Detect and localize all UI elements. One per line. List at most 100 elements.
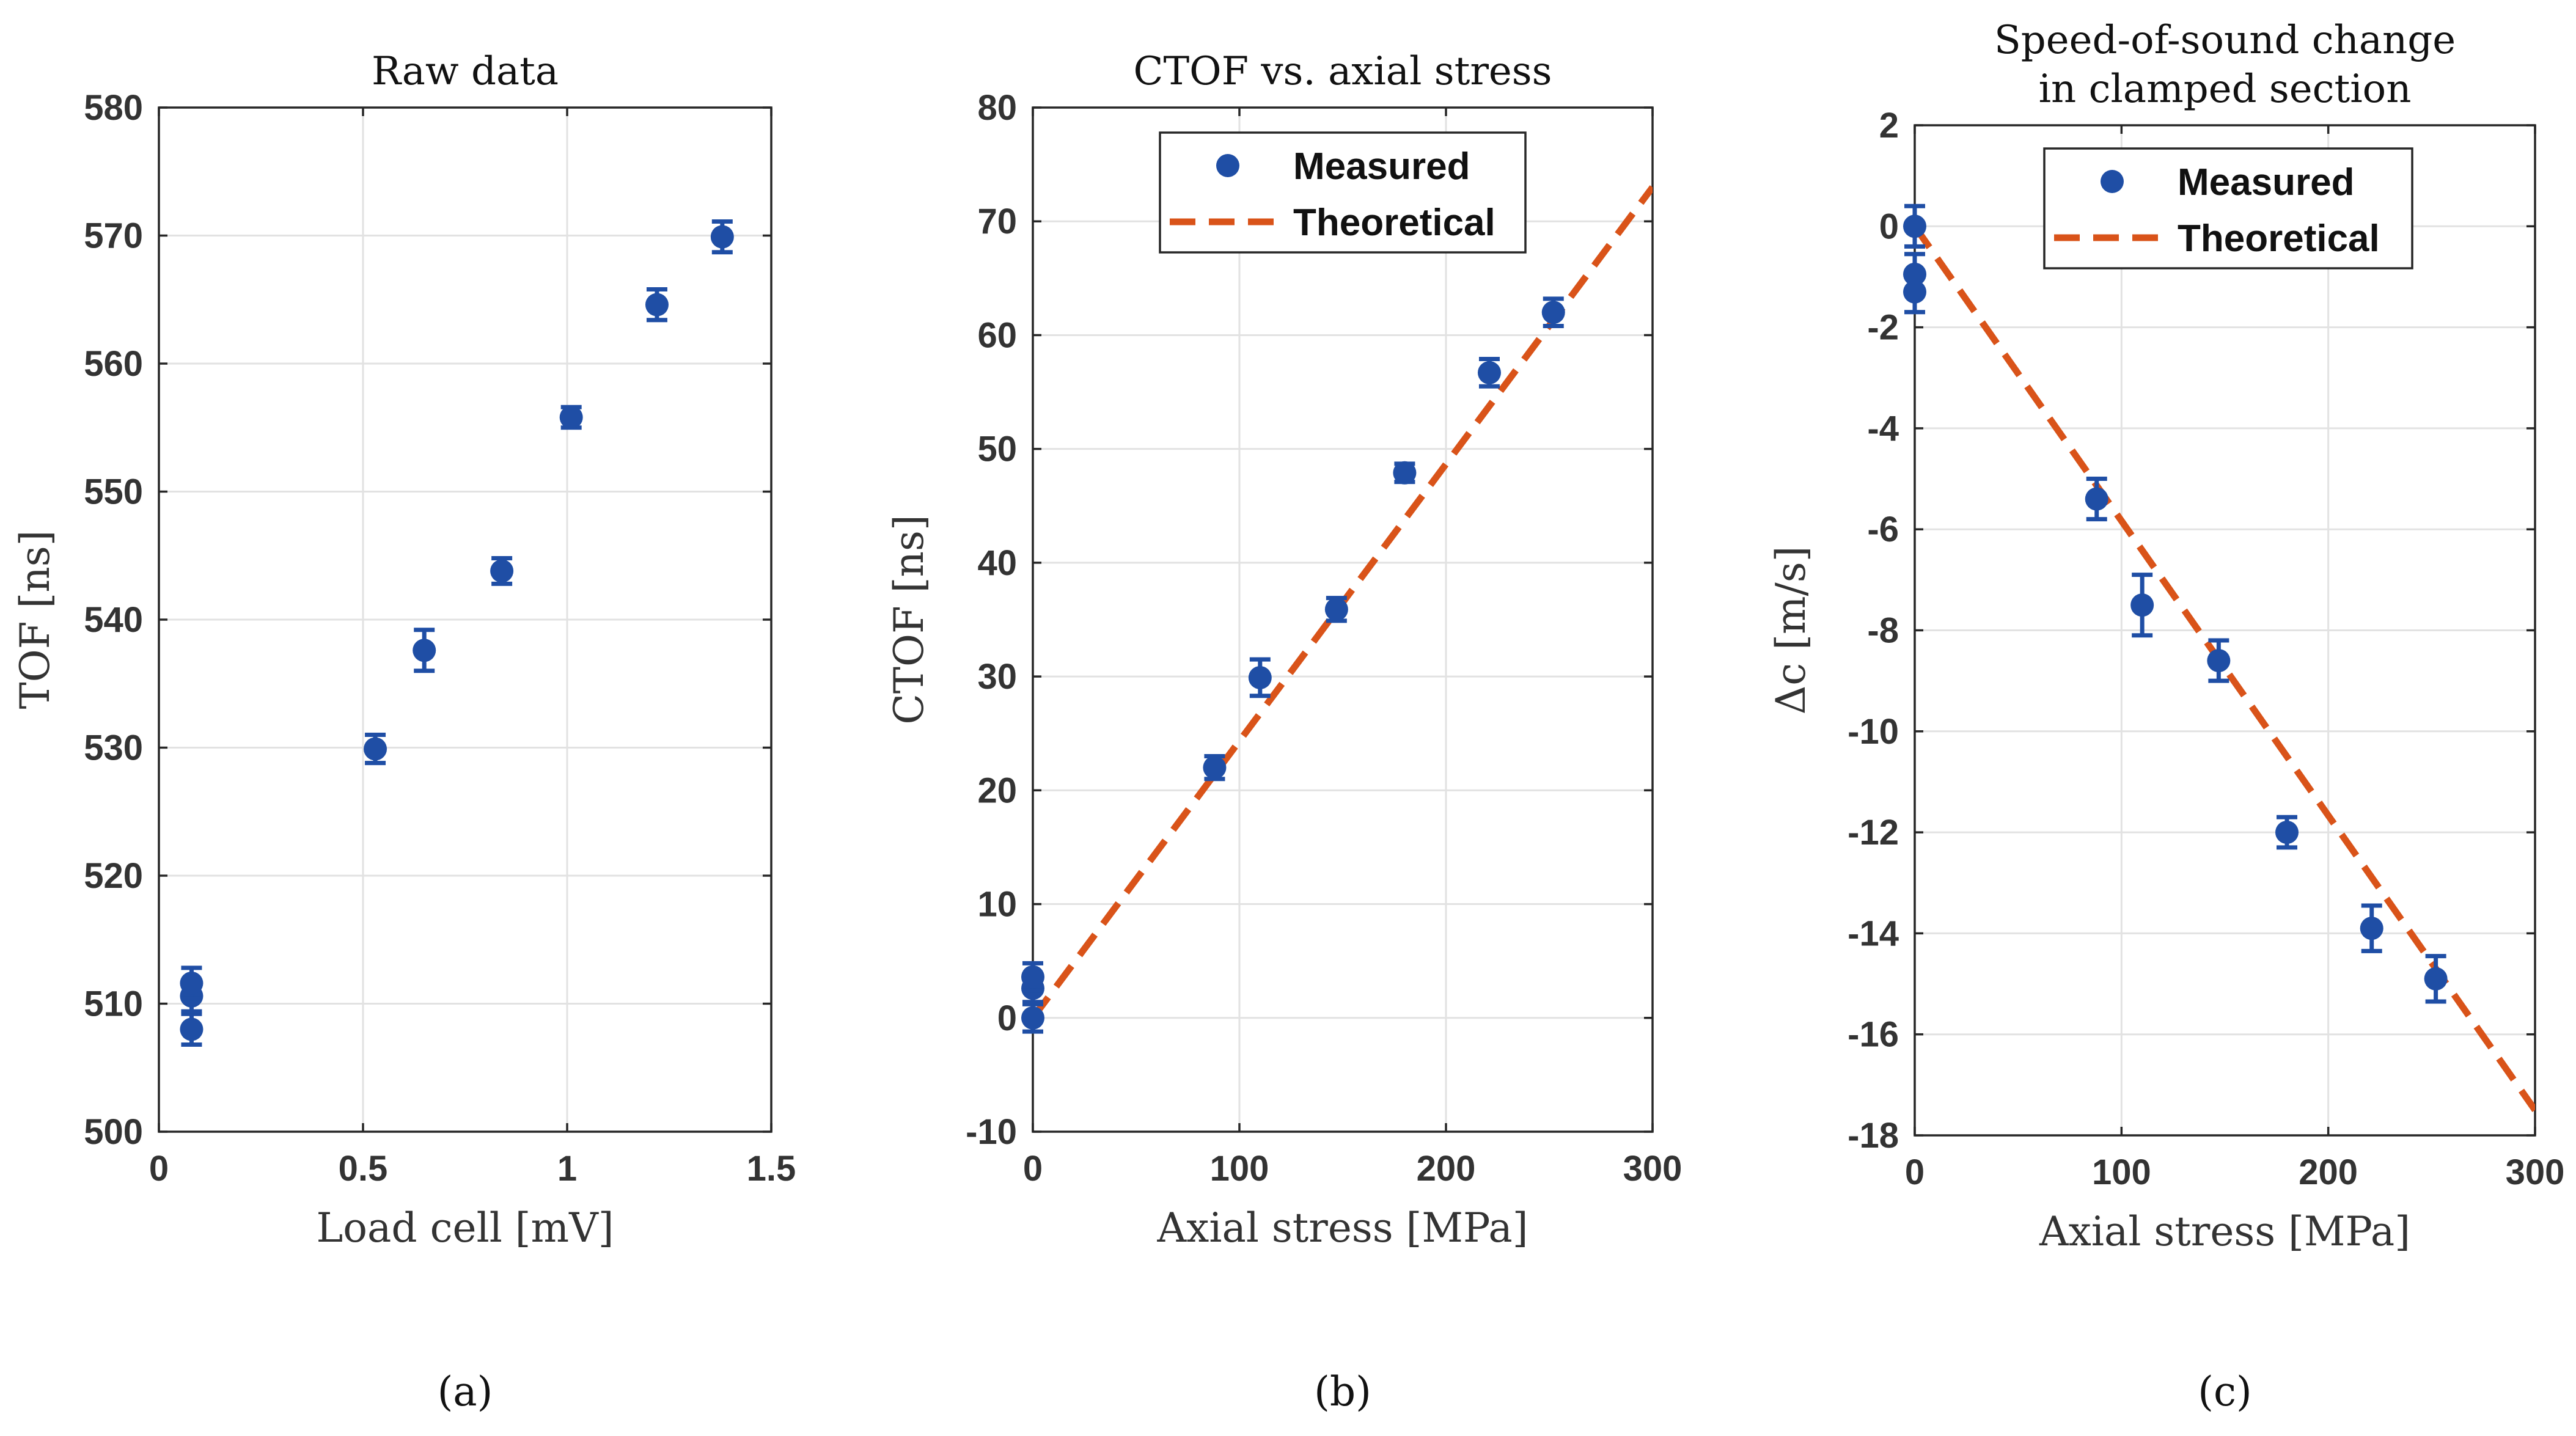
x-tick-label: 0 bbox=[1905, 1152, 1925, 1192]
data-point-group bbox=[2360, 903, 2383, 953]
legend-label: Measured bbox=[2178, 161, 2354, 203]
panel-label: (a) bbox=[438, 1368, 493, 1415]
data-point-group bbox=[490, 555, 514, 586]
data-point bbox=[490, 559, 514, 583]
data-point-group bbox=[180, 965, 204, 1001]
y-tick-label: 70 bbox=[977, 202, 1017, 241]
data-point-group bbox=[364, 733, 387, 766]
data-point bbox=[413, 639, 436, 662]
x-tick-label: 100 bbox=[1210, 1149, 1269, 1189]
y-tick-label: 80 bbox=[977, 88, 1017, 128]
data-point bbox=[2360, 917, 2383, 940]
data-point-group bbox=[710, 219, 734, 255]
data-point-group bbox=[1021, 1002, 1044, 1034]
data-point bbox=[1393, 461, 1417, 485]
chart-panel-c: 0 100 200 300 -18 -16 -14 -12 -10 -8 -6 -4 -2 0 2 Axial… bbox=[1767, 18, 2564, 1415]
chart-panel-a: 0 0.5 1 1.5 500 510 520 530 540 550 560 570 580 Load … bbox=[12, 49, 796, 1415]
y-tick-label: -16 bbox=[1848, 1015, 1899, 1055]
data-point bbox=[180, 971, 204, 995]
y-tick-label: 60 bbox=[977, 315, 1017, 355]
data-point-group bbox=[1477, 357, 1501, 389]
x-tick-label: 100 bbox=[2092, 1152, 2151, 1192]
y-tick-label: 40 bbox=[977, 543, 1017, 583]
legend-box bbox=[1159, 131, 1527, 254]
y-axis-title: TOF [ns] bbox=[12, 530, 59, 709]
data-point-group bbox=[2275, 815, 2299, 850]
data-point bbox=[180, 1017, 204, 1041]
x-axis-title: Axial stress [MPa] bbox=[2039, 1208, 2410, 1255]
data-point bbox=[559, 405, 583, 429]
data-point bbox=[1021, 965, 1044, 989]
y-tick-label: -12 bbox=[1848, 813, 1899, 852]
data-point bbox=[1203, 756, 1227, 780]
data-point-group bbox=[1903, 203, 1926, 249]
y-tick-label: -10 bbox=[1848, 712, 1899, 752]
y-tick-label: 500 bbox=[84, 1112, 143, 1152]
data-point-group bbox=[1248, 657, 1272, 698]
data-point bbox=[1541, 301, 1565, 324]
panel-label: (b) bbox=[1314, 1368, 1371, 1415]
data-point-group bbox=[2424, 954, 2448, 1004]
legend-marker-swatch bbox=[2101, 170, 2124, 193]
x-tick-label: 300 bbox=[1623, 1149, 1682, 1189]
legend-marker-swatch bbox=[1216, 154, 1239, 177]
y-tick-label: 50 bbox=[977, 430, 1017, 469]
data-point-group bbox=[1393, 461, 1417, 485]
y-tick-label: 520 bbox=[84, 856, 143, 896]
y-tick-label: -8 bbox=[1867, 611, 1899, 651]
data-point bbox=[364, 737, 387, 761]
x-tick-label: 200 bbox=[2299, 1152, 2358, 1192]
x-tick-label: 0 bbox=[1023, 1149, 1043, 1189]
data-point bbox=[2424, 967, 2448, 991]
x-tick-label: 200 bbox=[1417, 1149, 1476, 1189]
panel-label: (c) bbox=[2198, 1368, 2251, 1415]
y-tick-label: -2 bbox=[1867, 308, 1899, 348]
data-point-group bbox=[1203, 753, 1227, 782]
y-tick-label: 0 bbox=[997, 998, 1017, 1038]
y-tick-label: -14 bbox=[1848, 914, 1899, 953]
legend: Measured Theoretical bbox=[1159, 131, 1527, 254]
theoretical-line bbox=[1915, 224, 2535, 1112]
legend-box bbox=[2043, 147, 2413, 269]
x-tick-label: 0.5 bbox=[339, 1149, 388, 1189]
data-point-group bbox=[2207, 638, 2231, 683]
data-point bbox=[2207, 649, 2231, 673]
chart-title: in clamped section bbox=[2039, 67, 2412, 112]
legend-label: Theoretical bbox=[2178, 218, 2380, 260]
x-tick-label: 1 bbox=[557, 1149, 577, 1189]
y-axis-title: Δc [m/s] bbox=[1767, 546, 1815, 715]
chart-title: Speed-of-sound change bbox=[1994, 18, 2456, 63]
legend-label: Measured bbox=[1293, 145, 1470, 188]
y-tick-label: 530 bbox=[84, 728, 143, 768]
y-tick-label: -4 bbox=[1867, 409, 1899, 449]
data-point bbox=[1021, 1006, 1044, 1030]
legend-label: Theoretical bbox=[1293, 202, 1495, 244]
data-point bbox=[1903, 214, 1926, 238]
y-tick-label: 30 bbox=[977, 657, 1017, 697]
data-point-group bbox=[1324, 596, 1348, 623]
y-tick-label: 0 bbox=[1879, 207, 1899, 246]
x-tick-label: 1.5 bbox=[747, 1149, 796, 1189]
data-point-group bbox=[2085, 477, 2108, 522]
data-point bbox=[710, 225, 734, 249]
y-tick-label: -18 bbox=[1848, 1116, 1899, 1156]
y-tick-label: 570 bbox=[84, 216, 143, 256]
x-tick-label: 300 bbox=[2506, 1152, 2565, 1192]
data-point bbox=[1248, 665, 1272, 689]
y-tick-label: 540 bbox=[84, 600, 143, 640]
x-axis-title: Axial stress [MPa] bbox=[1156, 1204, 1528, 1251]
data-point-group bbox=[2130, 573, 2154, 638]
data-point-group bbox=[645, 287, 669, 323]
data-point bbox=[1903, 280, 1926, 304]
y-tick-label: 580 bbox=[84, 88, 143, 128]
x-tick-label: 0 bbox=[149, 1149, 169, 1189]
data-point bbox=[645, 293, 669, 317]
data-point bbox=[1324, 598, 1348, 621]
data-point bbox=[2275, 821, 2299, 844]
data-point-group bbox=[559, 405, 583, 430]
chart-title: CTOF vs. axial stress bbox=[1134, 49, 1552, 94]
data-point bbox=[2085, 487, 2108, 511]
y-tick-label: 560 bbox=[84, 344, 143, 384]
data-point-group bbox=[1903, 269, 1926, 315]
